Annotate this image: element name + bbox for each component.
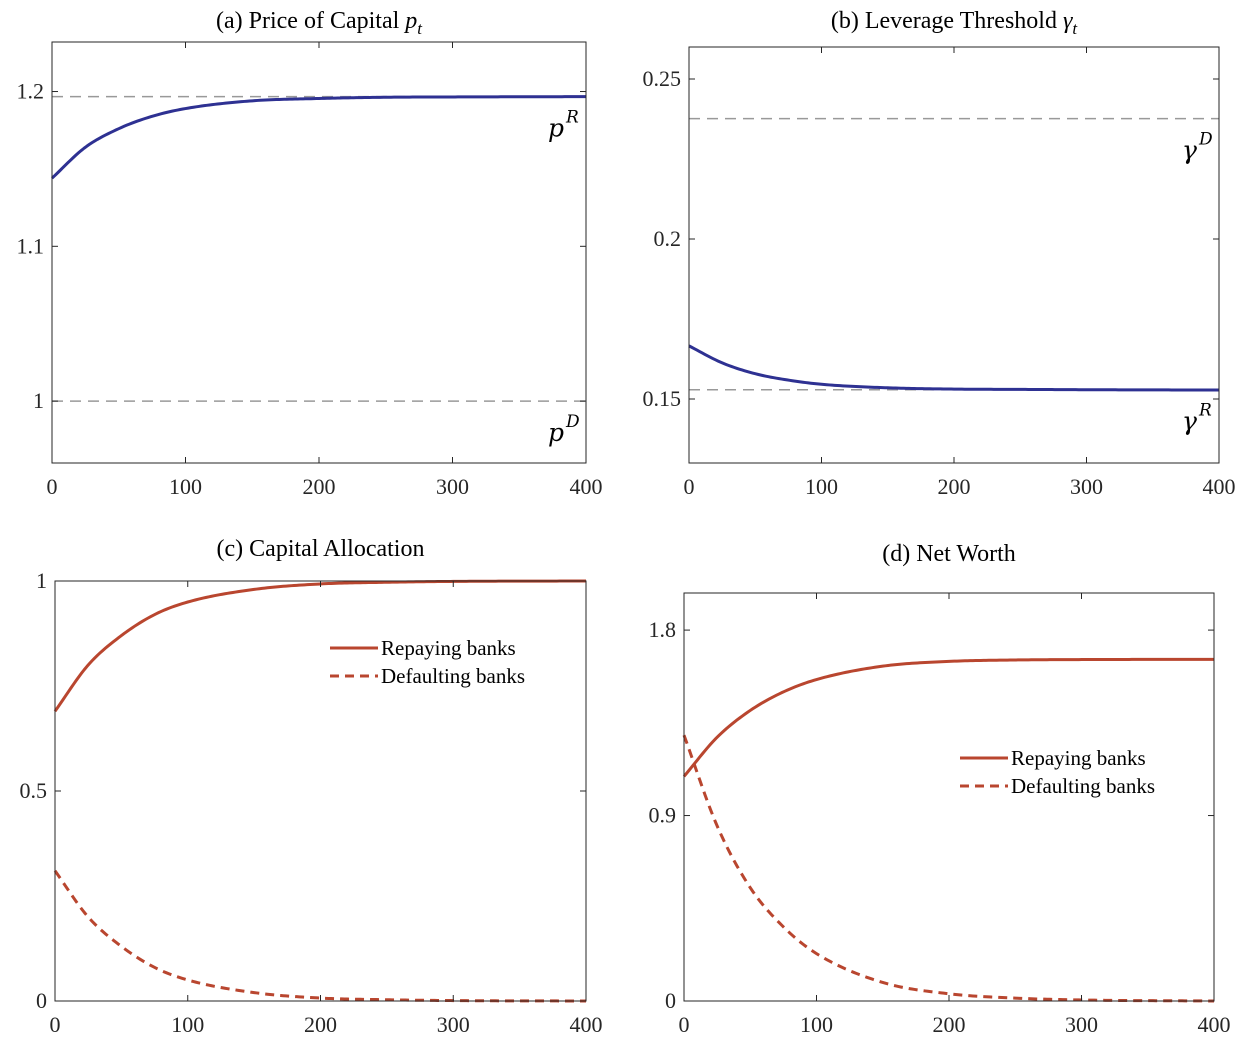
reference-line-label-superscript: D xyxy=(565,412,580,432)
x-tick-label: 0 xyxy=(684,474,695,499)
legend: Repaying banks Defaulting banks xyxy=(330,636,525,688)
x-tick-label: 300 xyxy=(436,474,469,499)
legend-label: Repaying banks xyxy=(381,636,516,660)
reference-line-label-superscript: R xyxy=(565,108,579,128)
reference-line-label-superscript: D xyxy=(1198,130,1213,150)
reference-line-label: p xyxy=(548,114,564,143)
y-tick-label: 1.1 xyxy=(17,233,45,258)
x-tick-label: 100 xyxy=(805,474,838,499)
axes-box xyxy=(688,46,1220,464)
y-tick-label: 0.2 xyxy=(654,226,682,251)
legend: Repaying banks Defaulting banks xyxy=(960,746,1155,798)
y-tick-label: 0 xyxy=(665,988,676,1013)
panel-c-capital-allocation: (c) Capital Allocation 0 100 200 300 400 0 0.5 1… xyxy=(20,536,603,1037)
panel-b-leverage-threshold: (b) Leverage Threshold γtγ Dγ R0 100 200 300 4… xyxy=(643,8,1236,499)
x-tick-label: 0 xyxy=(47,474,58,499)
chart-title: (d) Net Worth xyxy=(882,541,1016,567)
reference-line-label-superscript: R xyxy=(1198,401,1212,421)
x-tick-label: 200 xyxy=(938,474,971,499)
chart-title: (c) Capital Allocation xyxy=(217,536,425,562)
x-tick-label: 400 xyxy=(570,474,603,499)
x-tick-label: 100 xyxy=(171,1012,204,1037)
y-tick-label: 1 xyxy=(36,568,47,593)
x-tick-label: 200 xyxy=(304,1012,337,1037)
x-tick-label: 400 xyxy=(1203,474,1236,499)
chart-title: (b) Leverage Threshold γt xyxy=(831,8,1079,38)
legend-label: Defaulting banks xyxy=(1011,774,1155,798)
reference-line-label: γ xyxy=(1182,136,1197,165)
y-tick-label: 0.9 xyxy=(649,803,677,828)
legend-label: Repaying banks xyxy=(1011,746,1146,770)
axes-box xyxy=(51,41,587,464)
x-tick-label: 300 xyxy=(1065,1012,1098,1037)
y-tick-label: 0.5 xyxy=(20,778,48,803)
y-tick-label: 0.25 xyxy=(643,66,682,91)
y-tick-label: 0.15 xyxy=(643,386,682,411)
x-tick-label: 0 xyxy=(50,1012,61,1037)
series-line-repaying-banks xyxy=(682,657,1215,778)
x-tick-label: 300 xyxy=(1070,474,1103,499)
series-line-defaulting-banks xyxy=(53,869,587,1003)
x-tick-label: 0 xyxy=(679,1012,690,1037)
panel-a-price-of-capital: (a) Price of Capital ptp Rp D0 100 200 300 400… xyxy=(17,8,603,499)
x-tick-label: 200 xyxy=(933,1012,966,1037)
y-tick-label: 0 xyxy=(36,988,47,1013)
x-tick-label: 100 xyxy=(169,474,202,499)
series-line-main xyxy=(50,95,586,180)
panel-d-net-worth: (d) Net Worth 0 100 200 300 400 0 0.9 1.8 Repayin… xyxy=(649,541,1231,1037)
x-tick-label: 100 xyxy=(800,1012,833,1037)
y-tick-label: 1 xyxy=(33,388,44,413)
y-tick-label: 1.8 xyxy=(649,617,677,642)
series-line-main xyxy=(688,344,1220,392)
x-tick-label: 400 xyxy=(1198,1012,1231,1037)
legend-label: Defaulting banks xyxy=(381,664,525,688)
chart-title: (a) Price of Capital pt xyxy=(216,8,423,38)
y-tick-label: 1.2 xyxy=(17,79,45,104)
x-tick-label: 200 xyxy=(303,474,336,499)
reference-line-label: γ xyxy=(1182,407,1197,436)
reference-line-label: p xyxy=(548,418,564,447)
x-tick-label: 300 xyxy=(437,1012,470,1037)
x-tick-label: 400 xyxy=(570,1012,603,1037)
